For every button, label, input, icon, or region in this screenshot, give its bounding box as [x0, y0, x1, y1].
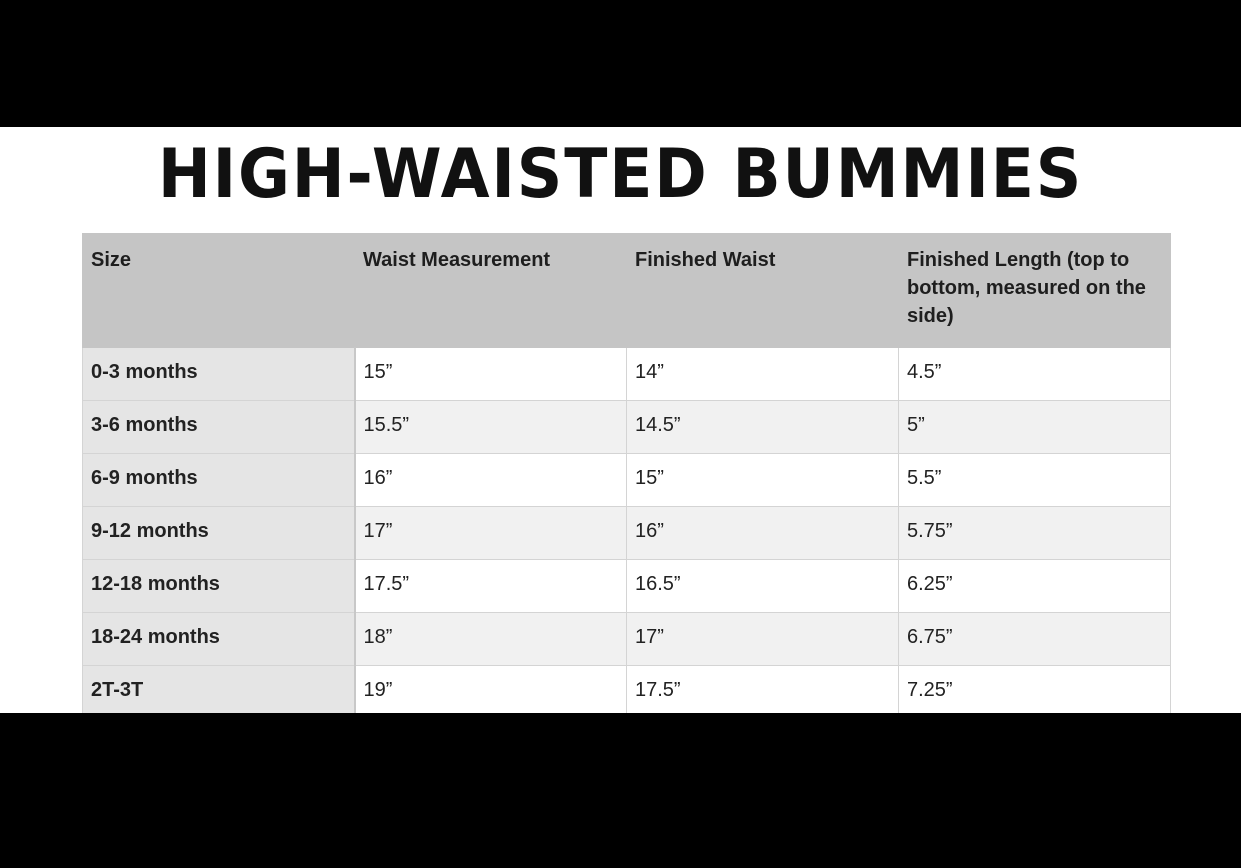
cell-size: 6-9 months [82, 453, 356, 507]
header-waist-measurement: Waist Measurement [354, 233, 627, 348]
size-chart-sheet: HIGH-WAISTED BUMMIES Size Waist Measurem… [0, 127, 1241, 713]
cell-size: 18-24 months [82, 612, 356, 666]
table-row: 2T-3T 19” 17.5” 7.25” [82, 665, 1171, 713]
cell-finished-length: 7.25” [898, 665, 1171, 713]
header-row: Size Waist Measurement Finished Waist Fi… [82, 233, 1171, 348]
cell-size: 9-12 months [82, 506, 356, 560]
header-size: Size [82, 233, 355, 348]
table-row: 0-3 months 15” 14” 4.5” [82, 347, 1171, 401]
cell-size: 0-3 months [82, 347, 356, 401]
cell-finished-waist: 17” [626, 612, 899, 666]
cell-waist-measurement: 17.5” [354, 559, 627, 613]
cell-finished-length: 5.5” [898, 453, 1171, 507]
table-row: 9-12 months 17” 16” 5.75” [82, 506, 1171, 560]
cell-finished-waist: 14.5” [626, 400, 899, 454]
cell-finished-waist: 16” [626, 506, 899, 560]
cell-finished-length: 6.75” [898, 612, 1171, 666]
chart-title: HIGH-WAISTED BUMMIES [0, 135, 1241, 215]
cell-finished-length: 5” [898, 400, 1171, 454]
table-row: 12-18 months 17.5” 16.5” 6.25” [82, 559, 1171, 613]
chart-title-text: HIGH-WAISTED BUMMIES [157, 135, 1084, 214]
cell-finished-length: 4.5” [898, 347, 1171, 401]
table-row: 18-24 months 18” 17” 6.75” [82, 612, 1171, 666]
cell-waist-measurement: 19” [354, 665, 627, 713]
cell-waist-measurement: 18” [354, 612, 627, 666]
cell-finished-waist: 17.5” [626, 665, 899, 713]
cell-size: 2T-3T [82, 665, 356, 713]
cell-size: 3-6 months [82, 400, 356, 454]
cell-finished-length: 6.25” [898, 559, 1171, 613]
size-table: Size Waist Measurement Finished Waist Fi… [82, 233, 1171, 713]
cell-finished-length: 5.75” [898, 506, 1171, 560]
cell-size: 12-18 months [82, 559, 356, 613]
table-row: 3-6 months 15.5” 14.5” 5” [82, 400, 1171, 454]
cell-waist-measurement: 15” [354, 347, 627, 401]
cell-finished-waist: 14” [626, 347, 899, 401]
cell-waist-measurement: 16” [354, 453, 627, 507]
header-finished-waist: Finished Waist [626, 233, 899, 348]
cell-waist-measurement: 15.5” [354, 400, 627, 454]
cell-finished-waist: 15” [626, 453, 899, 507]
cell-waist-measurement: 17” [354, 506, 627, 560]
header-finished-length: Finished Length (top to bottom, measured… [898, 233, 1171, 348]
table-row: 6-9 months 16” 15” 5.5” [82, 453, 1171, 507]
cell-finished-waist: 16.5” [626, 559, 899, 613]
